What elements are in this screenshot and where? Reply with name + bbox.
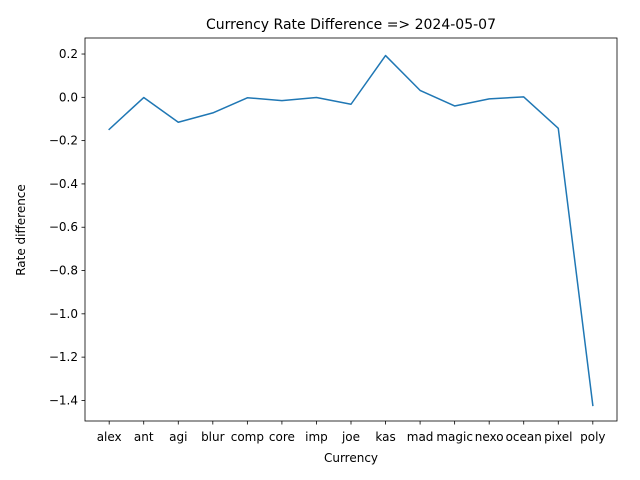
x-tick-label: kas [375,430,395,444]
chart-title: Currency Rate Difference => 2024-05-07 [206,17,496,33]
axes-frame [84,37,618,422]
y-axis: 0.2 0.0 −0.2 −0.4 −0.6 −0.8 −1.0 −1.2 −1.4 [49,47,85,407]
y-tick-label: −0.2 [49,134,78,148]
y-tick-label: 0.2 [59,47,78,61]
y-tick-label: −0.8 [49,264,78,278]
x-tick-label: pixel [544,430,572,444]
series-layer [108,54,594,407]
y-tick-label: −1.4 [49,393,78,407]
y-tick-label: 0.0 [59,90,78,104]
x-tick-label: magic [436,430,473,444]
y-axis-label: Rate difference [14,184,28,276]
y-tick-label: −0.6 [49,220,78,234]
y-tick-label: −1.2 [49,350,78,364]
x-tick-label: agi [169,430,187,444]
x-tick-label: ant [134,430,154,444]
x-tick-label: poly [580,430,605,444]
axes-spine [84,37,618,422]
y-tick-label: −0.4 [49,177,78,191]
plot-area: 0.20.0−0.2−0.4−0.6−0.8−1.0−1.2−1.4 alex a… [49,37,618,444]
x-axis-label: Currency [324,451,378,465]
x-tick-label: joe [341,430,360,444]
x-tick-label: core [269,430,295,444]
x-axis: alex ant agi blur comp core imp joe kas mad magic n… [97,421,606,444]
x-tick-label: alex [97,430,122,444]
y-tick-label: −1.0 [49,307,78,321]
x-tick-label: blur [201,430,225,444]
x-tick-label: imp [305,430,328,444]
x-tick-label: ocean [506,430,542,444]
x-tick-label: mad [407,430,434,444]
series-line [108,54,594,407]
x-tick-label: nexo [475,430,504,444]
x-tick-label: comp [231,430,264,444]
